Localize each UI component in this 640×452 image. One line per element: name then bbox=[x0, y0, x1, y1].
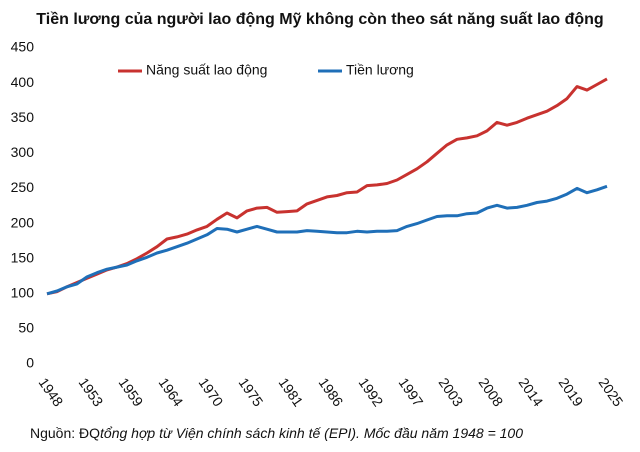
line bbox=[46, 184, 608, 296]
y-tick-label: 450 bbox=[11, 39, 35, 55]
x-tick-label: 2025 bbox=[596, 375, 627, 410]
x-tick-label: 1959 bbox=[116, 375, 147, 410]
chart-title: Tiền lương của người lao động Mỹ không c… bbox=[36, 11, 603, 28]
legend-label: Tiền lương bbox=[346, 62, 414, 78]
source: Nguồn: ĐQtổng hợp từ Viện chính sách kin… bbox=[30, 425, 523, 441]
legend-label: Năng suất lao động bbox=[146, 62, 267, 78]
y-tick-label: 0 bbox=[26, 355, 34, 371]
x-tick-label: 1975 bbox=[236, 375, 267, 410]
x-tick-label: 1964 bbox=[156, 375, 187, 410]
x-tick-label: 2003 bbox=[436, 375, 467, 410]
y-tick-label: 350 bbox=[11, 109, 35, 125]
x-tick-label: 2019 bbox=[556, 375, 587, 410]
x-tick-label: 1970 bbox=[196, 375, 227, 410]
y-tick-label: 100 bbox=[11, 284, 35, 300]
y-tick-label: 250 bbox=[11, 179, 35, 195]
y-tick-label: 50 bbox=[18, 320, 34, 336]
line bbox=[46, 77, 608, 296]
x-tick-label: 1986 bbox=[316, 375, 347, 410]
x-tick-label: 1953 bbox=[76, 375, 107, 410]
source-prefix: Nguồn: ĐQ bbox=[30, 425, 100, 441]
y-tick-label: 200 bbox=[11, 214, 35, 230]
y-tick-label: 300 bbox=[11, 144, 35, 160]
x-tick-label: 2008 bbox=[476, 375, 507, 410]
y-tick-label: 150 bbox=[11, 249, 35, 265]
x-tick-label: 1992 bbox=[356, 375, 387, 410]
x-tick-label: 1981 bbox=[276, 375, 307, 410]
x-tick-label: 1948 bbox=[36, 375, 67, 410]
source-note: tổng hợp từ Viện chính sách kinh tế (EPI… bbox=[100, 425, 523, 441]
x-tick-label: 2014 bbox=[516, 375, 547, 410]
x-tick-label: 1997 bbox=[396, 375, 427, 410]
y-tick-label: 400 bbox=[11, 74, 35, 90]
